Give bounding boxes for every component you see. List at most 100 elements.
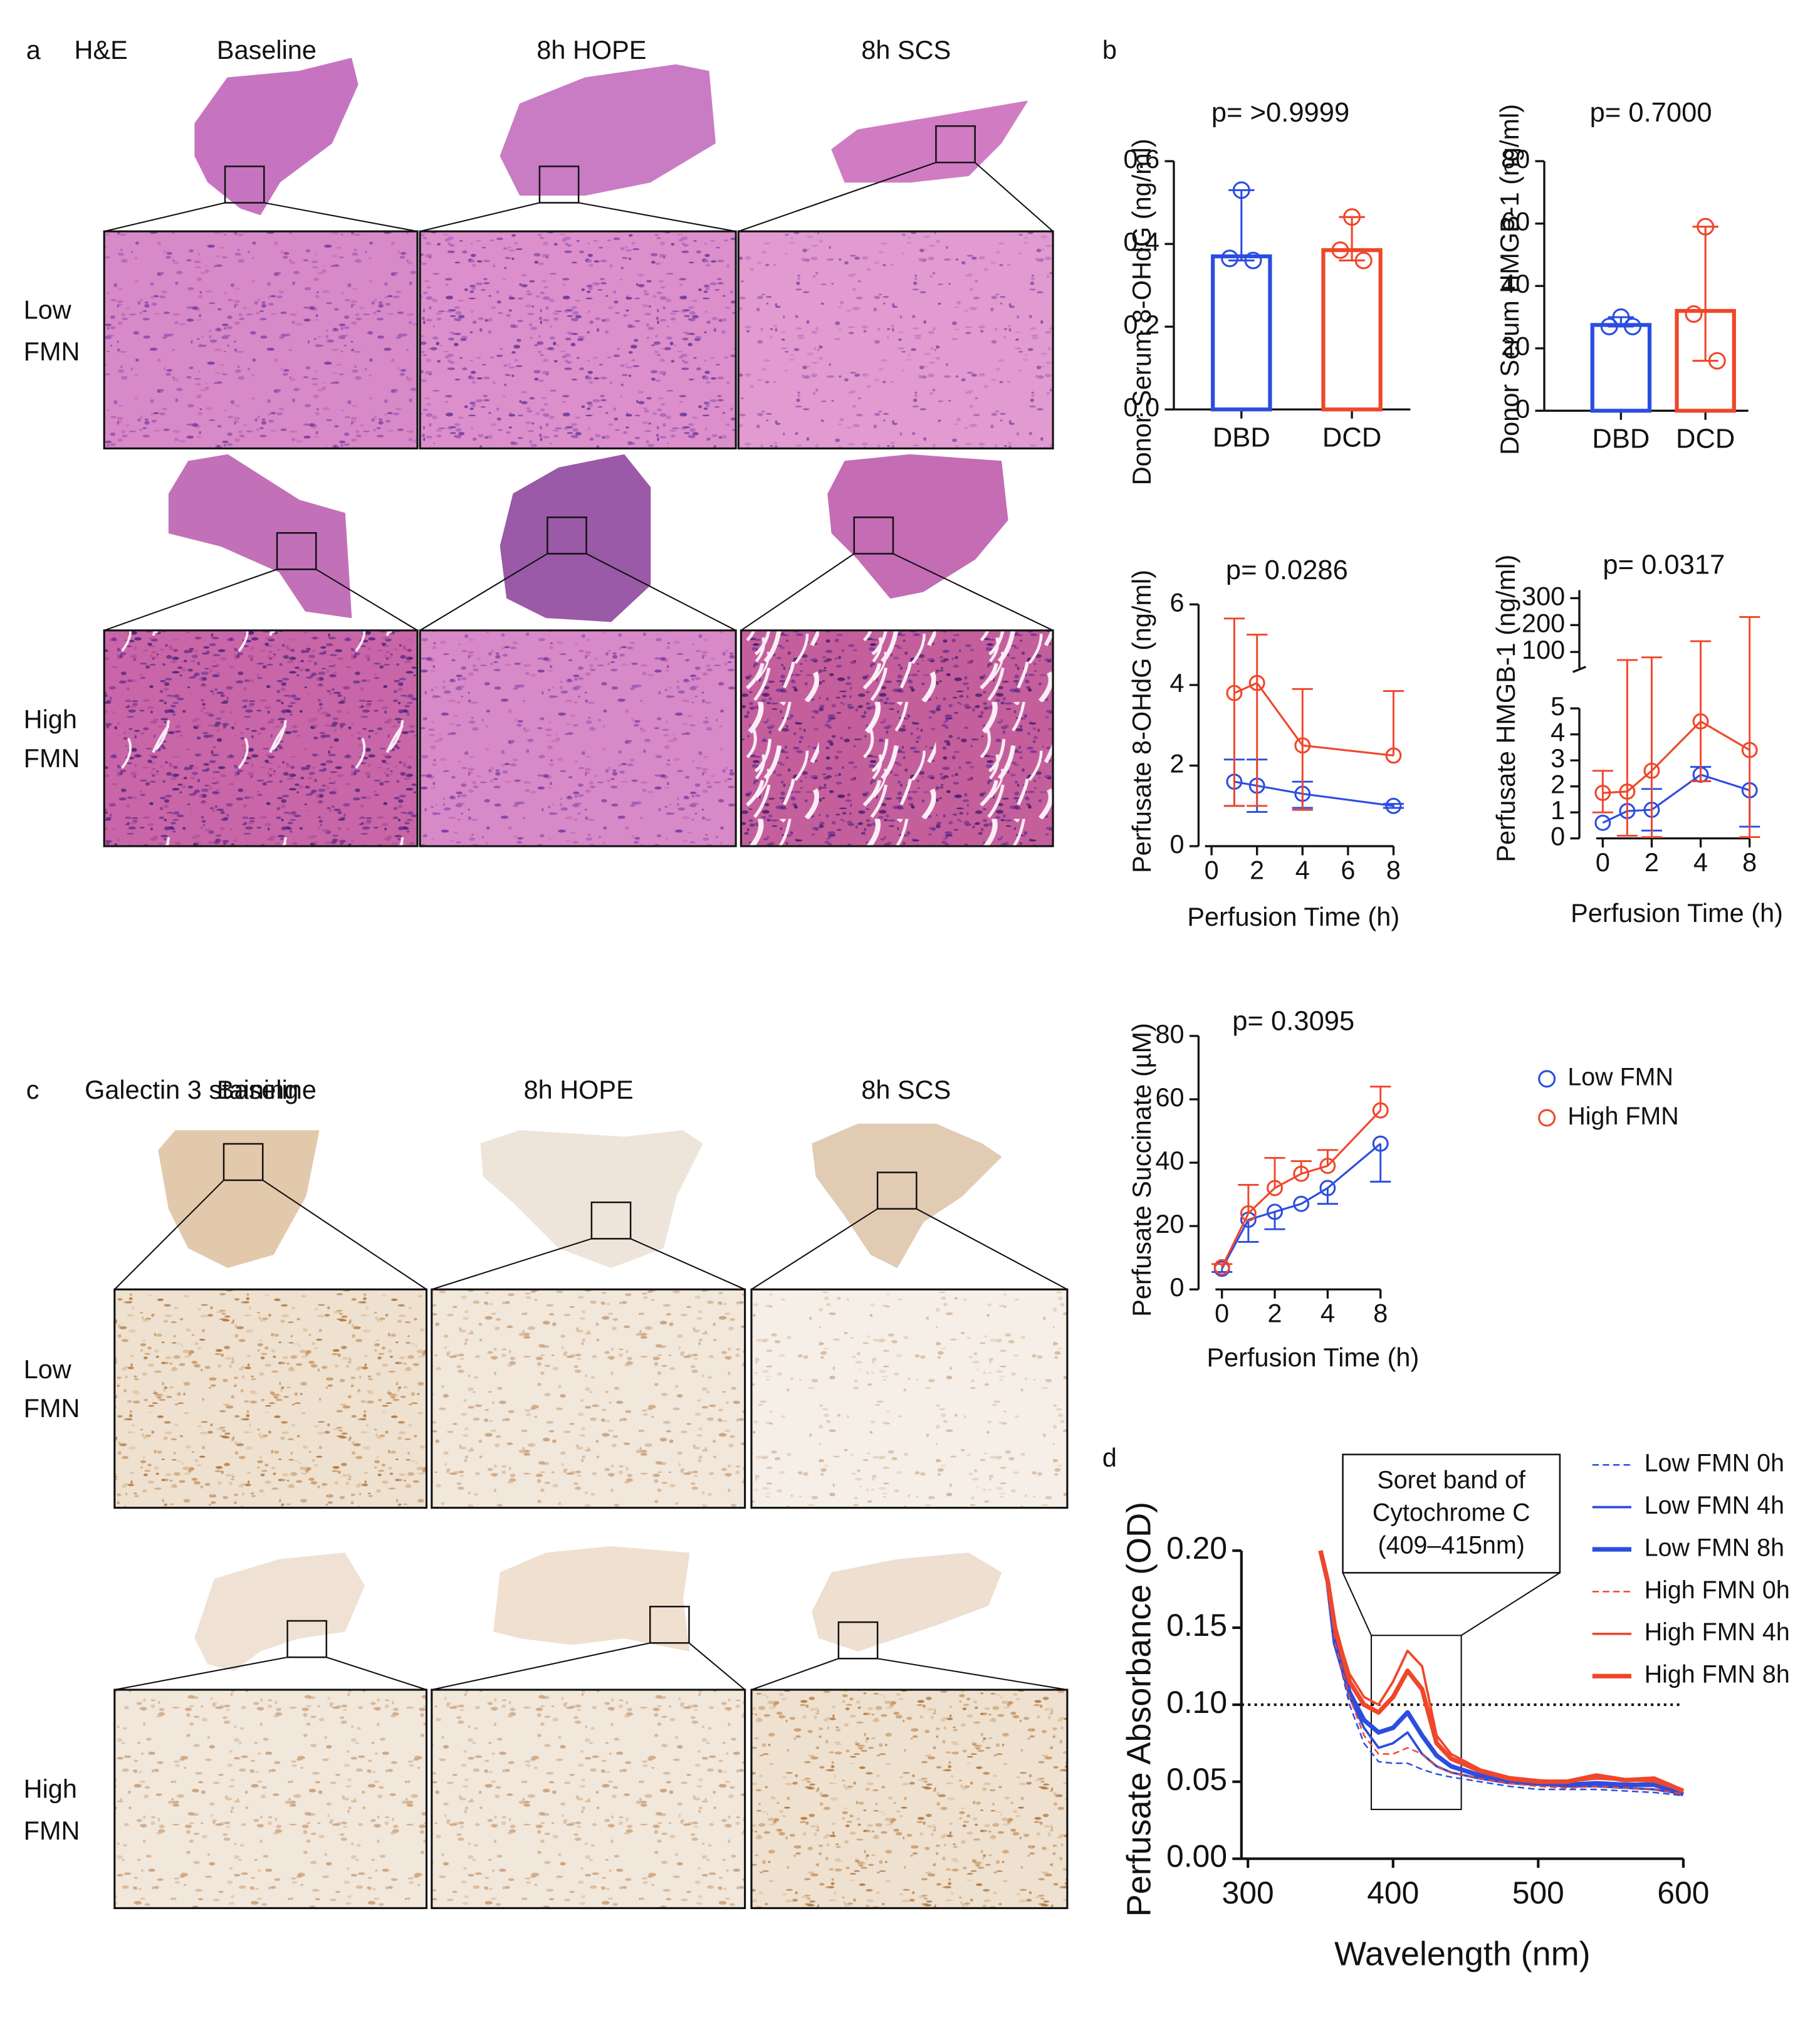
zoom-box — [276, 532, 317, 570]
micrograph — [419, 629, 737, 847]
column-title: 8h HOPE — [536, 35, 646, 65]
tissue-section — [499, 454, 651, 622]
x-tick-label: 500 — [1512, 1875, 1564, 1910]
x-axis-label: Perfusion Time (h) — [1206, 1343, 1419, 1372]
zoom-box — [286, 1620, 328, 1658]
row-label: FMN — [24, 1393, 80, 1423]
x-tick-label: DBD — [1213, 422, 1270, 453]
y-axis-label: Donor Serum 8-OHdG (ng/ml) — [1127, 139, 1156, 485]
zoom-box — [538, 165, 580, 204]
column-title: 8h SCS — [861, 35, 951, 65]
legend-label: Low FMN 4h — [1645, 1492, 1784, 1519]
row-label: FMN — [24, 743, 80, 773]
callout-box — [1342, 1453, 1561, 1574]
micrograph — [750, 1288, 1069, 1509]
y-tick-label: 3 — [1551, 743, 1565, 773]
panel-title: H&E — [75, 35, 128, 65]
chart-title: p= 0.7000 — [1590, 98, 1712, 128]
legend-label: High FMN — [1567, 1102, 1678, 1130]
x-tick-label: 6 — [1341, 855, 1355, 884]
data-point — [1372, 1102, 1389, 1119]
data-point — [1643, 762, 1660, 779]
series-line — [1221, 1143, 1381, 1270]
y-tick-label: 0.2 — [1124, 310, 1160, 339]
tissue-section — [194, 1552, 365, 1671]
x-tick-label: 4 — [1321, 1299, 1335, 1328]
panel-label: d — [1102, 1443, 1117, 1472]
data-point — [1343, 208, 1361, 226]
column-title: 8h SCS — [861, 1075, 951, 1104]
micrograph — [113, 1689, 428, 1909]
chart-title: p= 0.3095 — [1232, 1007, 1354, 1037]
legend-label: High FMN 0h — [1645, 1576, 1790, 1604]
series-line — [1318, 1550, 1685, 1793]
callout-line — [1461, 1572, 1561, 1636]
series-line — [1319, 1550, 1684, 1795]
bar — [1211, 254, 1272, 412]
data-point — [1594, 814, 1611, 831]
x-axis-label: Perfusion Time (h) — [1571, 898, 1783, 928]
y-tick-label: 4 — [1170, 668, 1185, 698]
tissue-section — [812, 1552, 1002, 1652]
tissue-section — [158, 1130, 320, 1269]
y-tick-label: 2 — [1170, 748, 1185, 778]
y-tick-label: 60 — [1155, 1082, 1184, 1112]
data-point — [1692, 713, 1709, 730]
annotation: Cytochrome C — [1373, 1499, 1530, 1526]
y-tick-label: 0.0 — [1124, 392, 1160, 422]
data-point — [1293, 1165, 1310, 1182]
data-point — [1248, 674, 1265, 691]
row-label: High — [24, 704, 77, 734]
series-line — [1221, 1109, 1381, 1268]
zoom-line — [630, 1238, 746, 1291]
x-tick-label: 2 — [1250, 855, 1264, 884]
tissue-section — [499, 64, 716, 196]
y-axis-label: Perfusate 8-OHdG (ng/ml) — [1127, 570, 1156, 873]
micrograph — [103, 230, 419, 450]
y-tick-label: 80 — [1155, 1019, 1184, 1049]
data-point — [1319, 1180, 1336, 1196]
x-tick-label: 0 — [1215, 1299, 1229, 1328]
legend-label: Low FMN 0h — [1645, 1450, 1784, 1477]
y-tick-label: 0.15 — [1166, 1608, 1227, 1643]
x-tick-label: DCD — [1676, 424, 1735, 454]
axis-break — [1572, 666, 1587, 673]
tissue-section — [168, 454, 352, 619]
legend-swatch — [1538, 1070, 1556, 1088]
micrograph — [419, 230, 737, 450]
annotation: Soret band of — [1377, 1467, 1525, 1494]
data-point — [1372, 1135, 1389, 1152]
zoom-line — [262, 1180, 427, 1291]
data-point — [1385, 797, 1402, 814]
panel-label: b — [1102, 35, 1117, 65]
y-tick-label: 0 — [1170, 829, 1185, 859]
x-axis-label: Wavelength (nm) — [1334, 1935, 1590, 1972]
zoom-line — [688, 1642, 746, 1690]
data-point — [1741, 741, 1758, 758]
zoom-line — [315, 568, 418, 631]
zoom-line — [103, 568, 278, 631]
x-tick-label: 2 — [1645, 847, 1659, 877]
series-line — [1234, 780, 1394, 807]
zoom-box — [935, 125, 976, 164]
zoom-line — [975, 162, 1054, 232]
legend-label: Low FMN — [1567, 1064, 1673, 1091]
zoom-line — [578, 202, 736, 233]
tissue-section — [831, 100, 1028, 183]
zoom-box — [853, 516, 894, 555]
zoom-line — [264, 202, 418, 233]
x-tick-label: 0 — [1596, 847, 1610, 877]
y-tick-label: 0.6 — [1124, 144, 1160, 174]
x-tick-label: DBD — [1592, 424, 1650, 454]
zoom-line — [431, 1238, 592, 1291]
y-axis-label: Donor Serum HMGB-1 (ng/ml) — [1495, 104, 1524, 455]
y-tick-label: 0 — [1515, 394, 1530, 423]
highlight-region — [1371, 1635, 1462, 1810]
zoom-line — [916, 1208, 1068, 1291]
y-tick-label: 0.4 — [1124, 227, 1160, 256]
x-tick-label: 2 — [1268, 1299, 1282, 1328]
tissue-section — [493, 1546, 690, 1652]
micrograph — [431, 1689, 746, 1909]
x-tick-label: 8 — [1742, 847, 1757, 877]
zoom-line — [586, 553, 736, 631]
